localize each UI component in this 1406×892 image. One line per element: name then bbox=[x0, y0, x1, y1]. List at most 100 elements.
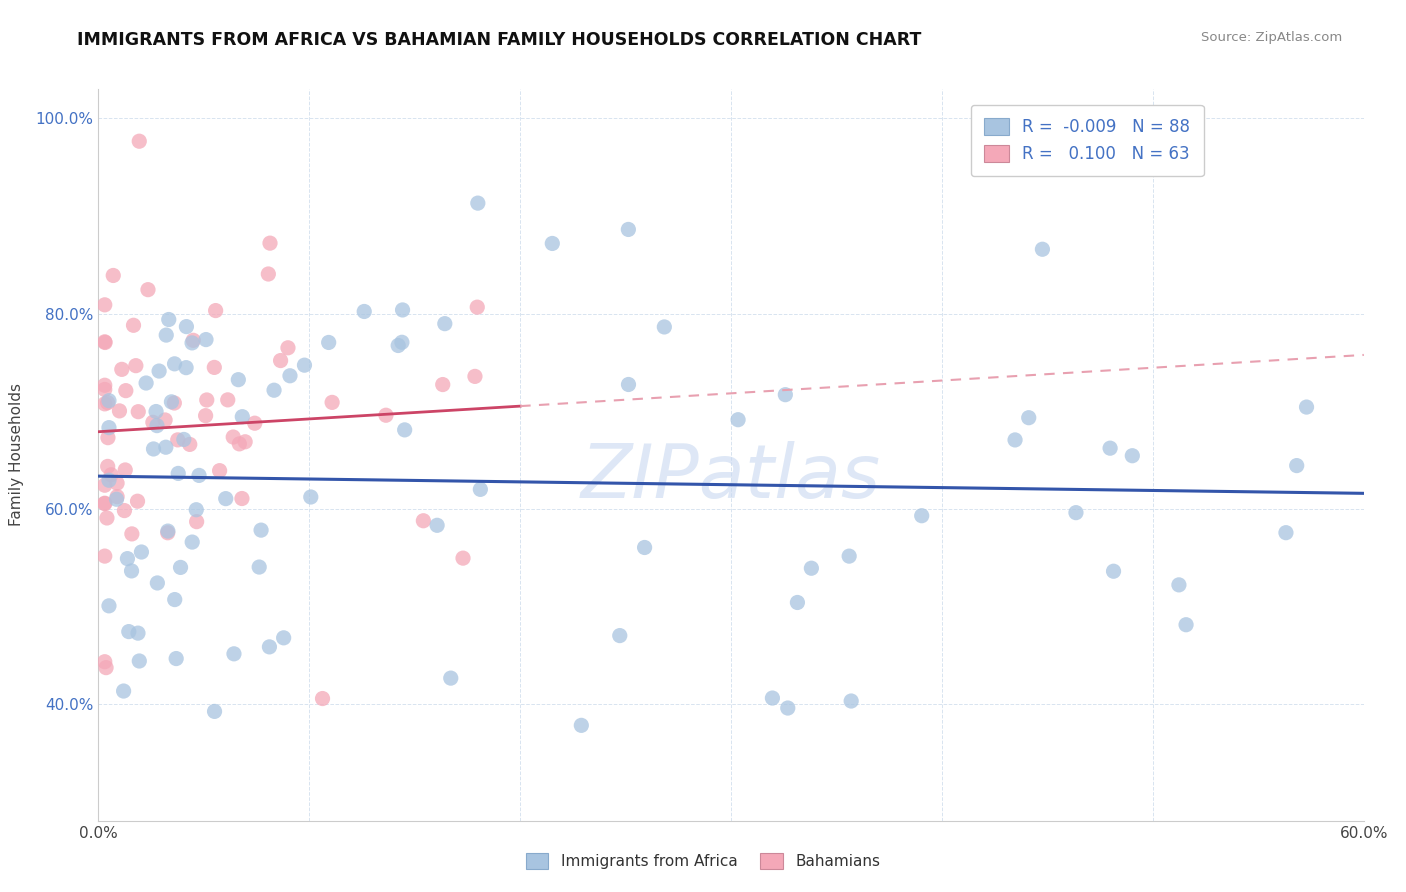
Point bbox=[105, 492, 128, 507]
Point bbox=[1064, 506, 1087, 520]
Point bbox=[155, 440, 177, 454]
Point bbox=[121, 564, 143, 578]
Point bbox=[114, 503, 136, 517]
Point bbox=[391, 335, 413, 350]
Point bbox=[169, 560, 191, 574]
Point bbox=[153, 413, 176, 427]
Point bbox=[1295, 400, 1317, 414]
Point bbox=[145, 404, 167, 418]
Point bbox=[93, 298, 117, 312]
Point bbox=[195, 392, 218, 407]
Point bbox=[114, 384, 136, 398]
Point bbox=[100, 467, 122, 482]
Point bbox=[160, 394, 183, 409]
Point bbox=[800, 561, 823, 575]
Point bbox=[633, 541, 655, 555]
Point bbox=[131, 545, 153, 559]
Point bbox=[208, 464, 231, 478]
Point bbox=[217, 392, 239, 407]
Point bbox=[569, 718, 592, 732]
Point bbox=[278, 368, 301, 383]
Point bbox=[259, 236, 281, 251]
Point bbox=[433, 317, 456, 331]
Point bbox=[93, 549, 117, 563]
Text: ZIPatlas: ZIPatlas bbox=[581, 441, 882, 513]
Point bbox=[114, 463, 136, 477]
Point bbox=[1018, 410, 1040, 425]
Point bbox=[426, 518, 449, 533]
Point bbox=[1102, 564, 1125, 578]
Point bbox=[142, 415, 165, 429]
Point bbox=[1004, 433, 1026, 447]
Point bbox=[727, 413, 749, 427]
Point bbox=[155, 328, 177, 343]
Point bbox=[838, 549, 860, 563]
Point bbox=[464, 369, 486, 384]
Point bbox=[128, 134, 150, 148]
Point bbox=[243, 416, 266, 430]
Point bbox=[432, 377, 454, 392]
Point bbox=[112, 684, 135, 698]
Point bbox=[231, 491, 253, 506]
Point bbox=[121, 527, 143, 541]
Point bbox=[117, 551, 139, 566]
Point bbox=[166, 433, 188, 447]
Point bbox=[273, 631, 295, 645]
Point bbox=[609, 629, 631, 643]
Point bbox=[617, 222, 640, 236]
Point bbox=[98, 393, 121, 408]
Point bbox=[105, 490, 128, 504]
Point bbox=[652, 320, 675, 334]
Point bbox=[204, 303, 226, 318]
Point bbox=[228, 373, 250, 387]
Point bbox=[1121, 449, 1143, 463]
Point bbox=[156, 525, 179, 540]
Point bbox=[277, 341, 299, 355]
Point bbox=[1285, 458, 1308, 473]
Point bbox=[93, 497, 117, 511]
Point bbox=[179, 437, 201, 451]
Point bbox=[257, 267, 280, 281]
Point bbox=[148, 364, 170, 378]
Point bbox=[176, 319, 198, 334]
Point bbox=[122, 318, 145, 333]
Point bbox=[321, 395, 343, 409]
Point bbox=[163, 357, 186, 371]
Point bbox=[311, 691, 333, 706]
Point bbox=[97, 395, 120, 409]
Point bbox=[118, 624, 141, 639]
Text: IMMIGRANTS FROM AFRICA VS BAHAMIAN FAMILY HOUSEHOLDS CORRELATION CHART: IMMIGRANTS FROM AFRICA VS BAHAMIAN FAMIL… bbox=[77, 31, 922, 49]
Point bbox=[247, 560, 270, 574]
Point bbox=[222, 430, 245, 444]
Point bbox=[165, 651, 187, 665]
Point bbox=[761, 691, 783, 706]
Point bbox=[617, 377, 640, 392]
Legend: Immigrants from Africa, Bahamians: Immigrants from Africa, Bahamians bbox=[519, 847, 887, 875]
Point bbox=[188, 468, 211, 483]
Point bbox=[215, 491, 238, 506]
Point bbox=[451, 551, 474, 566]
Point bbox=[156, 524, 179, 538]
Point bbox=[353, 304, 375, 318]
Point bbox=[440, 671, 463, 685]
Point bbox=[259, 640, 281, 654]
Point bbox=[467, 196, 489, 211]
Point bbox=[786, 595, 808, 609]
Point bbox=[136, 283, 159, 297]
Point bbox=[93, 655, 117, 669]
Point bbox=[195, 333, 218, 347]
Point bbox=[97, 459, 120, 474]
Point bbox=[299, 490, 322, 504]
Point bbox=[1275, 525, 1298, 540]
Legend: R =  -0.009   N = 88, R =   0.100   N = 63: R = -0.009 N = 88, R = 0.100 N = 63 bbox=[970, 105, 1204, 177]
Point bbox=[318, 335, 340, 350]
Point bbox=[186, 515, 208, 529]
Point bbox=[128, 654, 150, 668]
Point bbox=[231, 409, 253, 424]
Point bbox=[776, 701, 799, 715]
Point bbox=[202, 360, 225, 375]
Point bbox=[93, 334, 117, 349]
Point bbox=[157, 312, 180, 326]
Point bbox=[108, 404, 131, 418]
Point bbox=[173, 433, 195, 447]
